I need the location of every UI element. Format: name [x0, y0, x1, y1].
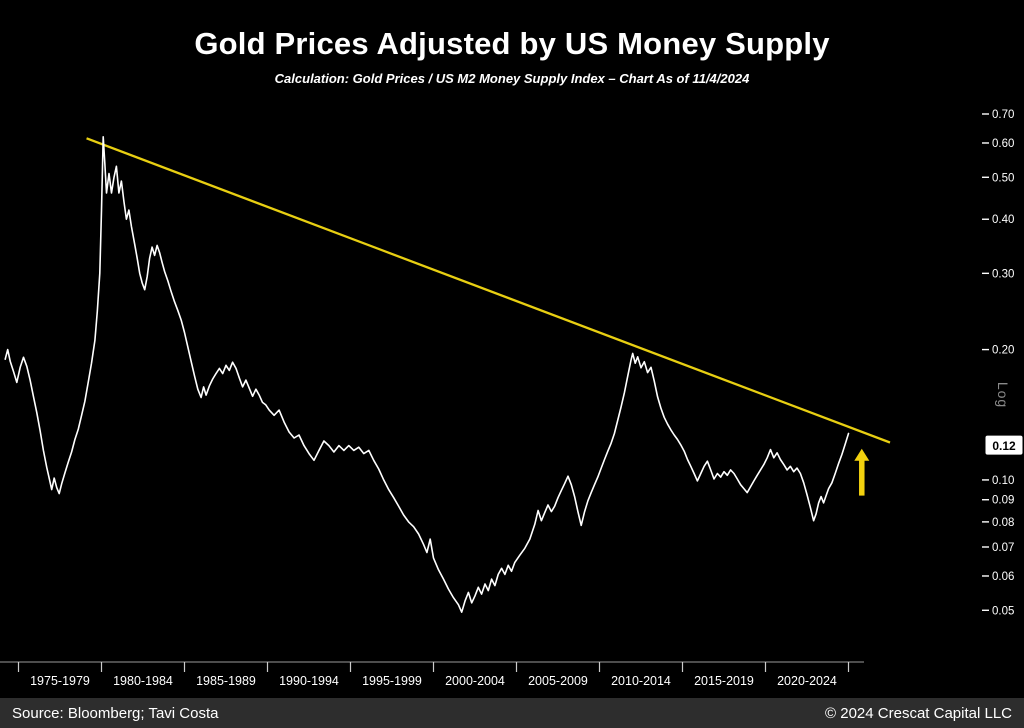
footer-bar: Source: Bloomberg; Tavi Costa © 2024 Cre…	[0, 698, 1024, 728]
current-value-label: 0.12	[992, 439, 1016, 453]
x-axis-label: 1985-1989	[196, 674, 256, 688]
chart-subtitle: Calculation: Gold Prices / US M2 Money S…	[274, 71, 750, 86]
gold-m2-line-chart: 1975-1979 1980-1984 1985-1989 1990-1994 1995…	[0, 109, 1023, 688]
y-axis-label: 0.50	[992, 172, 1014, 184]
y-axis-label: 0.07	[992, 542, 1014, 554]
x-axis-label: 2005-2009	[528, 674, 588, 688]
x-axis-label: 1995-1999	[362, 674, 422, 688]
up-arrow-head	[854, 448, 870, 461]
page-title: Gold Prices Adjusted by US Money Supply	[194, 26, 830, 61]
x-axis-label: 1975-1979	[30, 674, 90, 688]
source-credit: Source: Bloomberg; Tavi Costa	[12, 704, 219, 722]
y-axis-label: 0.40	[992, 214, 1014, 226]
x-axis-label: 2015-2019	[694, 674, 754, 688]
y-axis-label: 0.09	[992, 495, 1014, 507]
x-axis-label: 2010-2014	[611, 674, 671, 688]
log-scale-label: Log	[995, 382, 1011, 408]
copyright-credit: © 2024 Crescat Capital LLC	[825, 704, 1012, 722]
x-axis-label: 2000-2004	[445, 674, 505, 688]
trend-line	[86, 137, 891, 444]
y-axis-label: 0.60	[992, 138, 1014, 150]
y-axis-label: 0.10	[992, 475, 1014, 487]
y-axis-label: 0.06	[992, 571, 1014, 583]
y-axis-label: 0.70	[992, 109, 1014, 121]
x-axis-label: 1980-1984	[113, 674, 173, 688]
y-axis-label: 0.30	[992, 268, 1014, 280]
current-value-box	[985, 435, 1023, 455]
price-line	[4, 135, 850, 614]
y-axis-label: 0.05	[992, 605, 1014, 617]
y-axis-label: 0.08	[992, 517, 1014, 529]
x-axis-label: 2020-2024	[777, 674, 837, 688]
y-axis-label: 0.20	[992, 345, 1014, 357]
x-axis-label: 1990-1994	[279, 674, 339, 688]
